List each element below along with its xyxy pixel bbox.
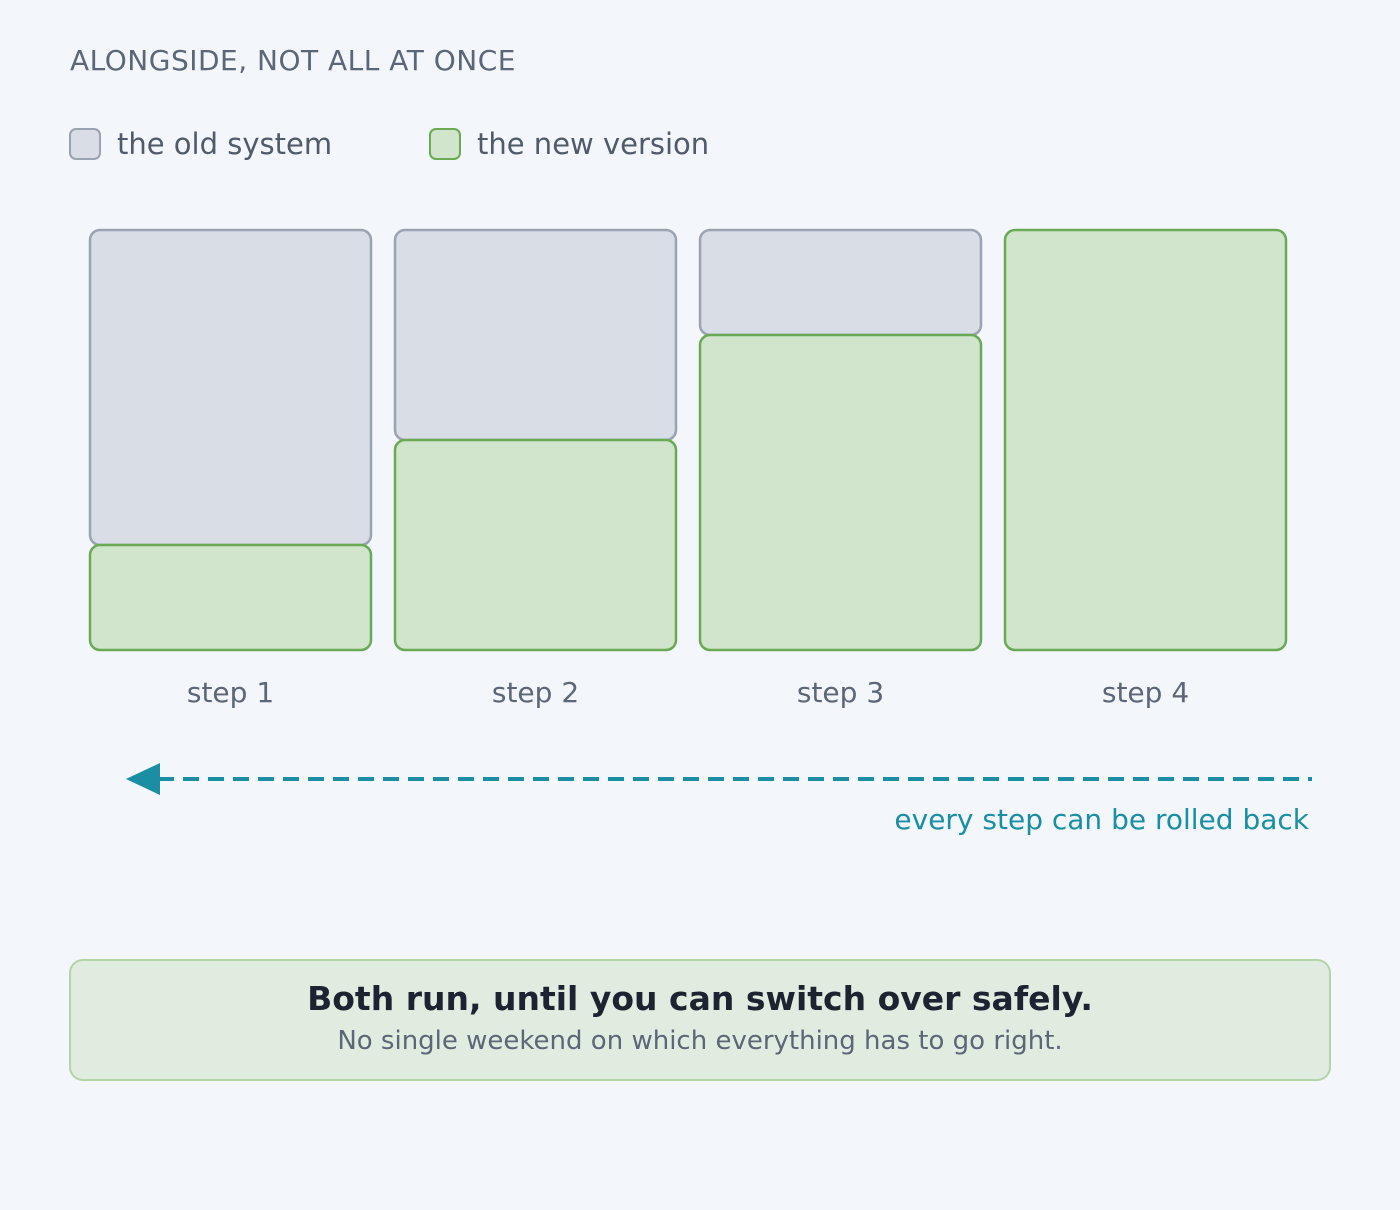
step-4-new-block [1003, 228, 1288, 652]
step-2-new-block [393, 438, 678, 652]
legend-swatch-old [69, 128, 101, 160]
callout-title: Both run, until you can switch over safe… [307, 979, 1093, 1018]
step-4-label: step 4 [1102, 676, 1189, 709]
step-3-new-block [698, 333, 983, 652]
step-1-label: step 1 [187, 676, 274, 709]
steps-group: step 1 step 2 step 3 step 4 [88, 228, 1288, 709]
migration-steps-diagram: step 1 step 2 step 3 step 4 [88, 228, 1312, 795]
legend-label-old: the old system [117, 127, 333, 161]
step-1-new-block [88, 543, 373, 652]
rollback-arrowhead-icon [126, 763, 160, 795]
step-3-old-block [698, 228, 983, 337]
step-1-old-block [88, 228, 373, 547]
legend-item-old: the old system [69, 126, 332, 162]
legend-swatch-new [429, 128, 461, 160]
step-2-label: step 2 [492, 676, 579, 709]
step-2-old-block [393, 228, 678, 442]
legend-item-new: the new version [429, 126, 709, 162]
rollback-label: every step can be rolled back [894, 803, 1309, 836]
summary-callout: Both run, until you can switch over safe… [69, 959, 1331, 1081]
legend-label-new: the new version [477, 127, 710, 161]
diagram-heading: ALONGSIDE, NOT ALL AT ONCE [70, 44, 516, 77]
callout-subtitle: No single weekend on which everything ha… [337, 1026, 1063, 1056]
step-3-label: step 3 [797, 676, 884, 709]
rollback-arrow [126, 763, 1312, 795]
